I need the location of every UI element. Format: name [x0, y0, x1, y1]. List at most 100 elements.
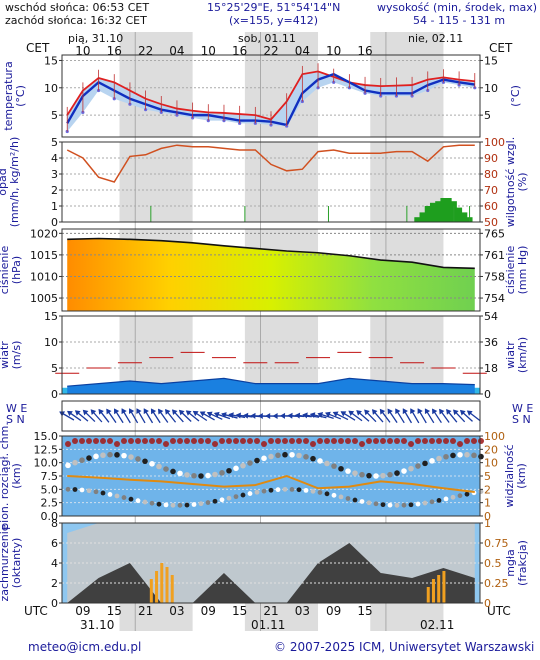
cloud-layer-dot	[205, 500, 211, 505]
cloud-layer-dot	[219, 497, 225, 503]
cloud-layer-dot	[121, 452, 127, 459]
cloud-layer-dot	[352, 497, 358, 503]
cloud-layer-dot	[247, 491, 253, 496]
cloud-layer-dot	[156, 501, 162, 507]
precip-axis-label-left-line: opad	[0, 168, 9, 195]
wind-direction-arrow	[395, 408, 405, 424]
fog-axis-label-right-line: mgła	[504, 549, 517, 577]
cloud-top-dot	[429, 438, 435, 444]
cloud-top-dot	[156, 438, 162, 444]
wind-direction-arrow	[348, 410, 363, 422]
cloud-top-dot	[275, 438, 281, 444]
sunrise-text: wschód słońca: 06:53 CET	[5, 1, 150, 14]
wind-tick-left: 10	[44, 336, 58, 349]
cloud-top-dot	[65, 441, 71, 447]
cloud-tick-left: 5.0	[41, 483, 59, 496]
pressure-tick-left: 1020	[30, 227, 58, 240]
panel-border	[61, 400, 481, 432]
contact-email[interactable]: meteo@icm.edu.pl	[28, 640, 142, 654]
cloud-layer-dot	[79, 487, 85, 493]
cloud-layer-dot	[247, 460, 253, 466]
arrow-head	[136, 408, 142, 415]
precip-bar	[456, 207, 463, 222]
wind-direction-arrow	[459, 409, 473, 422]
wind-tick-right: 54	[484, 310, 498, 323]
fog-bar	[170, 575, 174, 603]
cloud-layer-dot	[443, 496, 449, 502]
night-shade	[244, 142, 319, 222]
arrow-head	[143, 408, 149, 415]
cloud-top-dot	[93, 438, 99, 444]
cloud-top-dot	[303, 438, 309, 444]
tz-label-right: CET	[489, 41, 513, 55]
cloud-top-dot	[121, 438, 127, 444]
precip-bar	[435, 201, 442, 222]
cloud-layer-dot	[443, 453, 449, 460]
arrow-head	[150, 408, 157, 415]
cloud-top-dot	[408, 441, 414, 447]
arrow-head	[387, 408, 393, 415]
wind-direction-arrow	[82, 409, 96, 423]
wind-direction-arrow	[439, 408, 450, 423]
cloud-layer-dot	[149, 500, 155, 506]
arrow-head	[459, 409, 466, 416]
cloud-layer-dot	[205, 472, 211, 479]
precip-tick-left: 4	[51, 152, 58, 165]
cloud-layer-dot	[331, 492, 337, 498]
cloud-top-dot	[464, 438, 470, 444]
cloud-top-dot	[317, 438, 323, 444]
arrow-head	[424, 408, 431, 415]
cloud-top-dot	[289, 438, 295, 444]
visibility-tick-right: 100	[484, 430, 505, 443]
cloud-top-dot	[471, 438, 477, 444]
cloud-top-dot	[310, 441, 316, 447]
wind-direction-arrow	[136, 408, 146, 424]
wind-direction-arrow	[150, 408, 161, 424]
cloud-top-dot	[247, 438, 253, 444]
winddir-label-left: W E	[6, 402, 27, 415]
cloud-layer-dot	[478, 489, 484, 494]
cloud-layer-dot	[366, 500, 372, 506]
altitude-values: 54 - 115 - 131 m	[413, 14, 506, 27]
arrow-head	[250, 412, 256, 419]
cloud-layer-dot	[373, 473, 379, 479]
cloud-layer-dot	[275, 452, 281, 459]
temp-tick-left: 5	[51, 109, 58, 122]
temp-tick-left: 10	[44, 82, 58, 95]
cloud-layer-dot	[401, 502, 407, 508]
visibility-axis-label-right: widzialność (km)	[503, 444, 528, 507]
wind-direction-arrow	[106, 408, 117, 423]
arrow-head	[453, 409, 459, 416]
top-hour-tick: 22	[138, 44, 153, 58]
arrow-head	[121, 408, 127, 415]
humidity-axis-label-right-line: (%)	[516, 172, 529, 191]
pressure-axis-label-right: ciśnienie (mm Hg)	[504, 246, 529, 295]
cloud-top-dot	[212, 441, 218, 447]
arrow-head	[206, 411, 213, 418]
cloud-layer-dot	[415, 501, 421, 507]
fog-bar	[155, 571, 159, 603]
top-hour-tick: 04	[169, 44, 184, 58]
cloud-layer-dot	[65, 486, 71, 492]
precip-bar	[445, 198, 452, 222]
wind-tick-right: 0	[484, 388, 491, 401]
day-label: sob, 01.11	[238, 32, 296, 45]
wind-axis-label-right-line: (km/h)	[516, 337, 529, 373]
cloud-tick-left: 7.5	[41, 470, 59, 483]
top-hour-tick: 16	[357, 44, 372, 58]
cloud-layer-dot	[149, 461, 155, 467]
humidity-tick-right: 60	[484, 200, 498, 213]
cloud-layer-dot	[163, 466, 169, 472]
wind-tick-left: 15	[44, 310, 58, 323]
humidity-tick-right: 90	[484, 152, 498, 165]
arrow-head	[235, 412, 242, 419]
fog-tick-right: 0.25	[484, 577, 509, 590]
panel-border	[61, 435, 481, 517]
arrow-head	[287, 412, 293, 419]
cloud-top-dot	[331, 438, 337, 444]
cover-axis-label-left-line: zachmurzenie	[0, 524, 11, 601]
cloud-layer-dot	[310, 488, 316, 494]
cloud-layer-dot	[373, 501, 379, 507]
cloud-top-dot	[268, 438, 274, 444]
cloud-layer-dot	[268, 487, 274, 493]
